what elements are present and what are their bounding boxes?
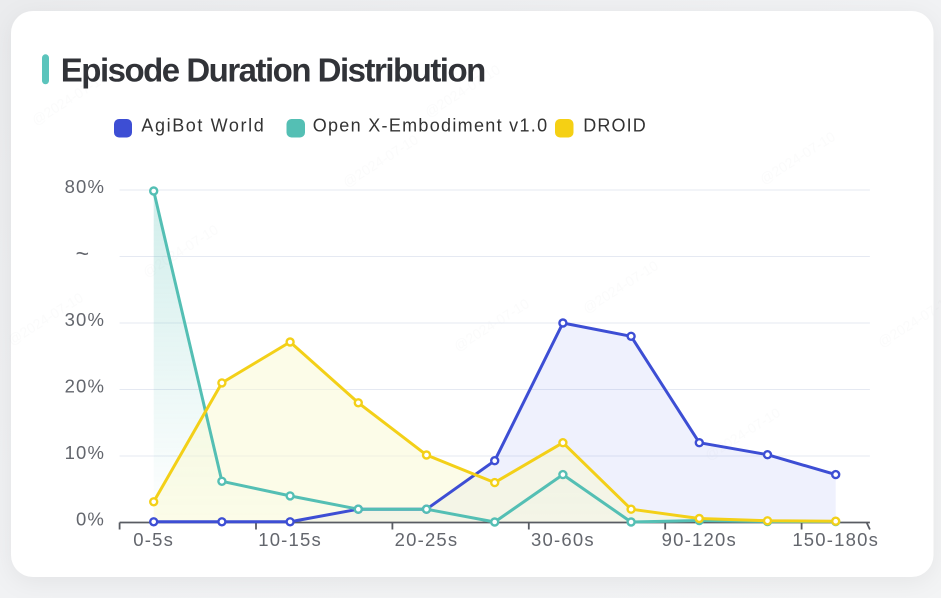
svg-text:Open X-Embodiment v1.0: Open X-Embodiment v1.0 bbox=[313, 116, 549, 136]
svg-text:Episode Duration Distribution: Episode Duration Distribution bbox=[61, 52, 485, 89]
svg-text:30%: 30% bbox=[65, 309, 105, 330]
svg-text:20%: 20% bbox=[65, 376, 105, 397]
svg-text:90-120s: 90-120s bbox=[662, 529, 737, 550]
svg-text:80%: 80% bbox=[65, 176, 105, 197]
svg-text:10-15s: 10-15s bbox=[258, 529, 322, 550]
svg-text:20-25s: 20-25s bbox=[395, 529, 459, 550]
svg-text:0%: 0% bbox=[76, 509, 105, 530]
svg-text:150-180s: 150-180s bbox=[792, 529, 879, 550]
svg-text:10%: 10% bbox=[65, 442, 105, 463]
svg-text:30-60s: 30-60s bbox=[531, 529, 595, 550]
svg-text:DROID: DROID bbox=[583, 116, 647, 136]
svg-text:0-5s: 0-5s bbox=[133, 529, 174, 550]
svg-text:~: ~ bbox=[76, 241, 89, 267]
svg-text:AgiBot World: AgiBot World bbox=[141, 116, 265, 136]
